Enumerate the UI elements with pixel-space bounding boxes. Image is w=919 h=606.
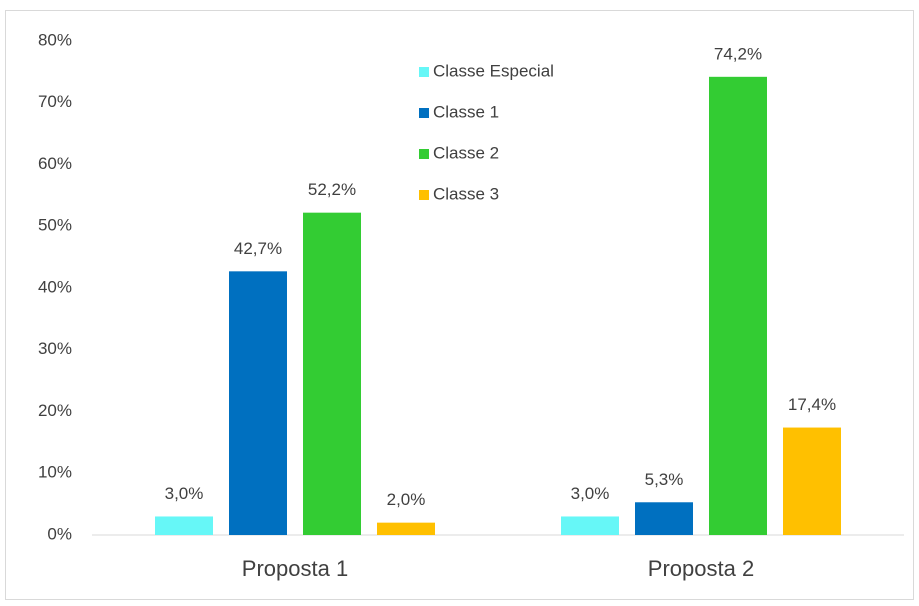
legend-swatch <box>419 190 429 200</box>
bar <box>303 212 361 536</box>
chart-border <box>5 10 914 600</box>
value-label: 2,0% <box>387 490 426 509</box>
x-tick-label: Proposta 1 <box>242 556 348 581</box>
bar <box>377 522 435 535</box>
y-tick-label: 20% <box>38 401 72 420</box>
value-label: 3,0% <box>165 484 204 503</box>
bar <box>709 76 767 535</box>
value-label: 42,7% <box>234 239 282 258</box>
legend-label: Classe 1 <box>433 102 499 121</box>
x-tick-label: Proposta 2 <box>648 556 754 581</box>
value-label: 17,4% <box>788 395 836 414</box>
bar <box>155 516 213 535</box>
y-tick-label: 80% <box>38 30 72 49</box>
y-tick-label: 10% <box>38 463 72 482</box>
value-label: 52,2% <box>308 180 356 199</box>
y-tick-label: 0% <box>47 524 72 543</box>
y-tick-label: 40% <box>38 277 72 296</box>
legend-label: Classe Especial <box>433 61 554 80</box>
y-tick-label: 30% <box>38 339 72 358</box>
legend-label: Classe 2 <box>433 143 499 162</box>
bar <box>783 427 841 535</box>
legend-label: Classe 3 <box>433 184 499 203</box>
legend-swatch <box>419 149 429 159</box>
bar <box>229 271 287 535</box>
value-label: 3,0% <box>571 484 610 503</box>
legend-swatch <box>419 67 429 77</box>
bar <box>635 502 693 535</box>
y-tick-label: 50% <box>38 216 72 235</box>
value-label: 74,2% <box>714 44 762 63</box>
value-label: 5,3% <box>645 470 684 489</box>
y-tick-label: 70% <box>38 92 72 111</box>
legend-swatch <box>419 108 429 118</box>
bar <box>561 516 619 535</box>
y-tick-label: 60% <box>38 154 72 173</box>
